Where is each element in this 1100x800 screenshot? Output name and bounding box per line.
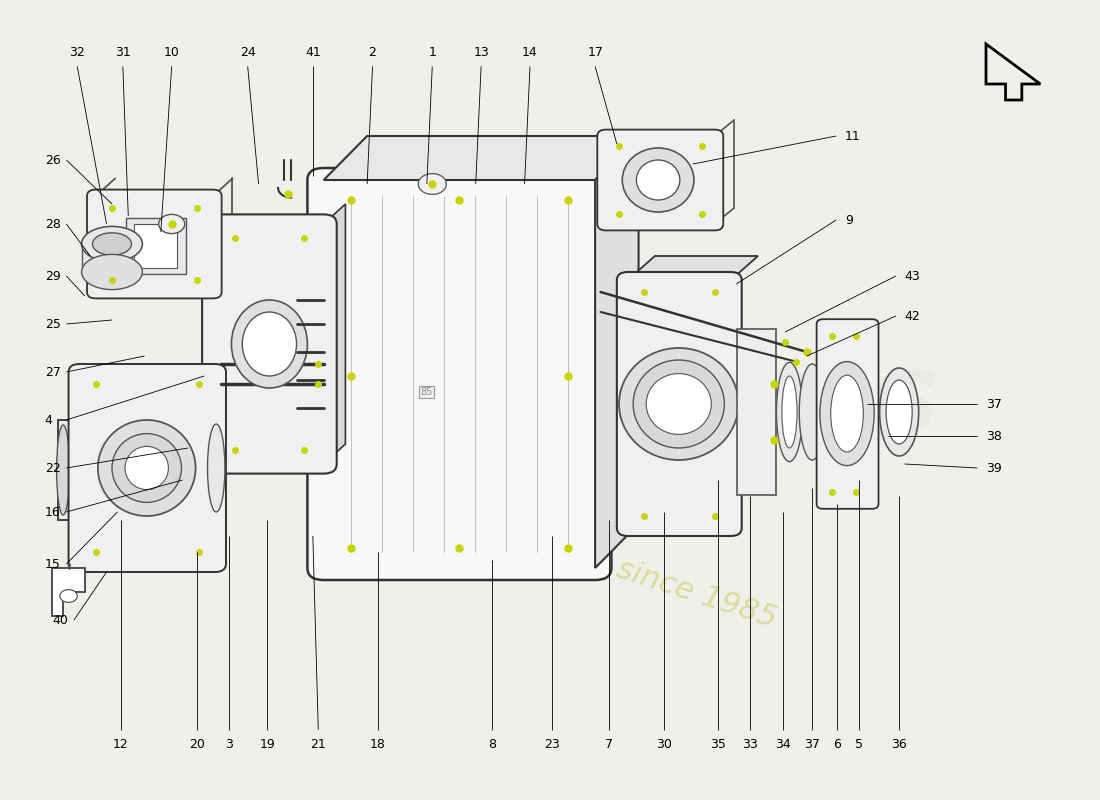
Text: 27: 27 bbox=[45, 366, 60, 378]
FancyBboxPatch shape bbox=[202, 214, 337, 474]
Text: 8: 8 bbox=[488, 738, 496, 750]
Polygon shape bbox=[628, 256, 758, 280]
Text: 19: 19 bbox=[260, 738, 275, 750]
Circle shape bbox=[59, 590, 77, 602]
FancyBboxPatch shape bbox=[617, 272, 741, 536]
Text: 22: 22 bbox=[45, 462, 60, 474]
Text: 1: 1 bbox=[428, 46, 437, 58]
Text: a passion for parts since 1985: a passion for parts since 1985 bbox=[333, 463, 781, 633]
Text: 10: 10 bbox=[164, 46, 179, 58]
Text: 30: 30 bbox=[656, 738, 671, 750]
Ellipse shape bbox=[887, 380, 912, 444]
Text: 24: 24 bbox=[240, 46, 255, 58]
Text: 2: 2 bbox=[368, 46, 376, 58]
Text: 5: 5 bbox=[855, 738, 864, 750]
Ellipse shape bbox=[98, 420, 196, 516]
Text: 38: 38 bbox=[986, 430, 1002, 442]
Ellipse shape bbox=[800, 364, 825, 460]
Text: 9: 9 bbox=[845, 214, 853, 226]
Text: 26: 26 bbox=[45, 154, 60, 166]
Ellipse shape bbox=[880, 368, 918, 456]
Text: eurocarparts: eurocarparts bbox=[110, 345, 939, 455]
FancyBboxPatch shape bbox=[134, 224, 177, 268]
Text: 23: 23 bbox=[543, 738, 560, 750]
FancyBboxPatch shape bbox=[87, 190, 221, 298]
Ellipse shape bbox=[646, 374, 712, 434]
Ellipse shape bbox=[195, 425, 208, 515]
Text: 17: 17 bbox=[587, 46, 603, 58]
Text: 14: 14 bbox=[522, 46, 538, 58]
Text: 3: 3 bbox=[226, 738, 233, 750]
Ellipse shape bbox=[637, 160, 680, 200]
Text: 85: 85 bbox=[420, 387, 433, 397]
Polygon shape bbox=[323, 204, 345, 464]
Text: 40: 40 bbox=[53, 614, 68, 626]
Text: 13: 13 bbox=[473, 46, 490, 58]
Circle shape bbox=[158, 214, 185, 234]
FancyBboxPatch shape bbox=[816, 319, 879, 509]
Ellipse shape bbox=[81, 226, 142, 262]
Text: 39: 39 bbox=[986, 462, 1002, 474]
Text: 36: 36 bbox=[891, 738, 908, 750]
Ellipse shape bbox=[623, 148, 694, 212]
Text: 34: 34 bbox=[776, 738, 791, 750]
Circle shape bbox=[418, 174, 447, 194]
Polygon shape bbox=[595, 136, 639, 568]
Text: 16: 16 bbox=[45, 506, 60, 518]
Text: 31: 31 bbox=[116, 46, 131, 58]
Text: 43: 43 bbox=[904, 270, 921, 282]
FancyBboxPatch shape bbox=[57, 420, 205, 520]
Text: 15: 15 bbox=[45, 558, 60, 570]
FancyBboxPatch shape bbox=[307, 168, 612, 580]
Text: 37: 37 bbox=[804, 738, 821, 750]
Text: 20: 20 bbox=[189, 738, 205, 750]
Text: 32: 32 bbox=[69, 46, 85, 58]
Text: 6: 6 bbox=[834, 738, 842, 750]
Polygon shape bbox=[53, 568, 85, 616]
FancyBboxPatch shape bbox=[737, 329, 777, 495]
Ellipse shape bbox=[112, 434, 182, 502]
Ellipse shape bbox=[634, 360, 724, 448]
Text: 33: 33 bbox=[742, 738, 758, 750]
Ellipse shape bbox=[56, 425, 69, 515]
Text: 4: 4 bbox=[45, 414, 53, 426]
Text: 29: 29 bbox=[45, 270, 60, 282]
Ellipse shape bbox=[231, 300, 307, 388]
Text: 12: 12 bbox=[113, 738, 129, 750]
Ellipse shape bbox=[619, 348, 738, 460]
Ellipse shape bbox=[830, 375, 864, 452]
FancyBboxPatch shape bbox=[81, 244, 142, 272]
Text: 35: 35 bbox=[710, 738, 726, 750]
Ellipse shape bbox=[92, 233, 132, 255]
FancyBboxPatch shape bbox=[68, 364, 226, 572]
Text: 25: 25 bbox=[45, 318, 60, 330]
Polygon shape bbox=[323, 136, 639, 180]
Ellipse shape bbox=[81, 254, 142, 290]
Text: 42: 42 bbox=[904, 310, 921, 322]
Text: 7: 7 bbox=[605, 738, 613, 750]
Text: 28: 28 bbox=[45, 218, 60, 230]
Ellipse shape bbox=[777, 362, 803, 462]
Ellipse shape bbox=[125, 446, 168, 490]
Ellipse shape bbox=[782, 376, 797, 448]
Text: 21: 21 bbox=[310, 738, 326, 750]
Text: 41: 41 bbox=[305, 46, 321, 58]
Text: 37: 37 bbox=[986, 398, 1002, 410]
Ellipse shape bbox=[208, 424, 224, 512]
FancyBboxPatch shape bbox=[126, 218, 186, 274]
Ellipse shape bbox=[242, 312, 297, 376]
Text: 11: 11 bbox=[845, 130, 860, 142]
Text: 18: 18 bbox=[370, 738, 386, 750]
FancyBboxPatch shape bbox=[597, 130, 723, 230]
Ellipse shape bbox=[820, 362, 874, 466]
